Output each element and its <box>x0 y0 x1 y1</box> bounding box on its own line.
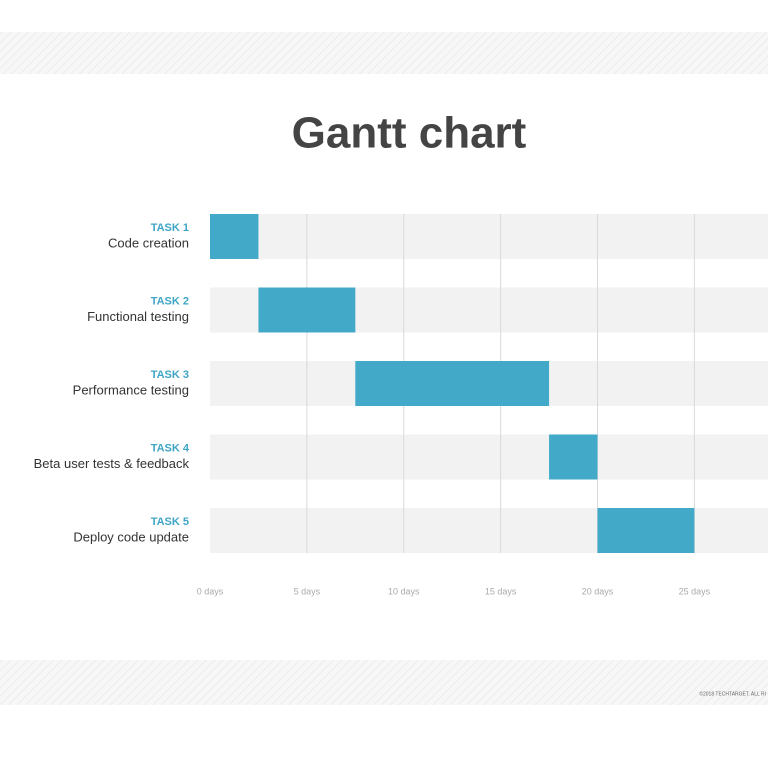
chart-title: Gantt chart <box>292 109 527 158</box>
bar <box>549 434 598 480</box>
task-id: TASK 2 <box>151 295 189 307</box>
bar <box>210 214 259 259</box>
footer-band <box>0 660 768 705</box>
task-name: Code creation <box>108 235 189 250</box>
row-band <box>210 214 768 259</box>
bar <box>597 508 695 553</box>
x-tick-label: 5 days <box>294 586 321 596</box>
x-tick-label: 10 days <box>388 586 420 596</box>
bar <box>258 287 356 333</box>
footer-text: ©2018 TECHTARGET. ALL RI <box>699 690 766 697</box>
bar <box>355 361 550 406</box>
x-tick-label: 0 days <box>197 586 224 596</box>
task-id: TASK 4 <box>151 442 190 454</box>
row-band <box>210 434 768 480</box>
task-id: TASK 5 <box>151 516 189 528</box>
task-name: Deploy code update <box>73 529 189 544</box>
x-tick-label: 20 days <box>582 586 614 596</box>
x-tick-label: 15 days <box>485 586 517 596</box>
task-id: TASK 3 <box>151 369 189 381</box>
task-name: Beta user tests & feedback <box>34 456 190 471</box>
task-name: Performance testing <box>73 382 189 397</box>
task-id: TASK 1 <box>151 222 189 234</box>
header-band <box>0 32 768 74</box>
task-name: Functional testing <box>87 309 189 324</box>
x-tick-label: 25 days <box>679 586 711 596</box>
